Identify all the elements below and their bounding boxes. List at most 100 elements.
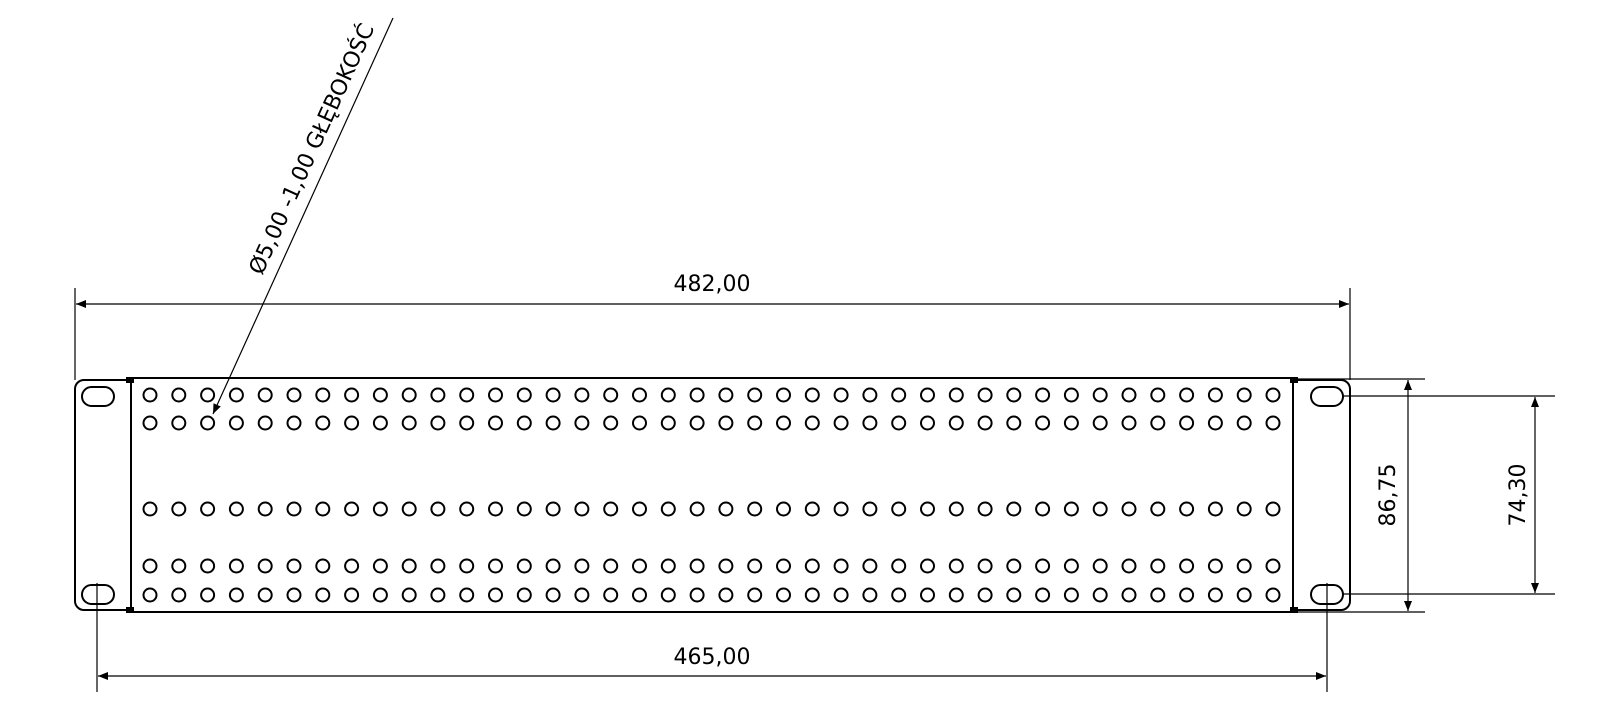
panel-hole — [459, 415, 475, 431]
panel-hole — [1006, 587, 1022, 603]
panel-hole — [891, 387, 907, 403]
panel-hole — [632, 501, 647, 517]
panel-hole — [862, 587, 878, 603]
panel-hole — [1150, 501, 1166, 517]
panel-hole — [430, 501, 446, 517]
panel-hole — [488, 587, 503, 603]
hole-callout-leader — [212, 17, 394, 415]
panel-hole — [372, 587, 388, 603]
panel-hole — [286, 501, 302, 517]
panel-hole — [920, 587, 935, 603]
corner-marker — [126, 377, 134, 383]
panel-hole — [920, 415, 935, 431]
panel-hole — [1236, 558, 1252, 574]
panel-hole — [516, 387, 532, 403]
panel-hole — [1236, 587, 1252, 603]
panel-hole — [315, 387, 331, 403]
panel-hole — [315, 501, 331, 517]
panel-hole — [718, 558, 734, 574]
panel-hole — [1121, 558, 1137, 574]
panel-hole — [1063, 415, 1079, 431]
panel-hole — [977, 387, 993, 403]
panel-hole — [804, 587, 820, 603]
panel-hole — [228, 415, 244, 431]
panel-hole — [948, 558, 964, 574]
mounting-slot — [81, 386, 115, 407]
panel-hole — [142, 415, 158, 431]
panel-hole — [718, 501, 734, 517]
dimension-label-hole-spacing: 465,00 — [674, 645, 751, 670]
panel-hole — [257, 558, 273, 574]
panel-hole — [603, 501, 619, 517]
panel-hole — [833, 415, 849, 431]
panel-hole — [977, 587, 993, 603]
panel-hole — [920, 558, 935, 574]
panel-hole — [200, 387, 216, 403]
panel-hole — [1150, 558, 1166, 574]
panel-hole — [747, 587, 763, 603]
panel-hole — [142, 387, 158, 403]
panel-hole — [804, 415, 820, 431]
panel-hole — [689, 501, 705, 517]
panel-hole — [833, 558, 849, 574]
dimension-vertical-hole-spacing — [1343, 395, 1555, 595]
panel-hole — [257, 501, 273, 517]
panel-hole — [574, 558, 590, 574]
panel-hole — [1150, 387, 1166, 403]
panel-hole — [1179, 558, 1195, 574]
panel-hole — [1207, 415, 1223, 431]
panel-hole — [862, 415, 878, 431]
panel-hole — [574, 387, 590, 403]
panel-hole — [1150, 415, 1166, 431]
panel-hole — [545, 387, 561, 403]
panel-hole — [430, 415, 446, 431]
panel-hole — [171, 587, 187, 603]
panel-hole — [1063, 501, 1079, 517]
panel-hole — [1035, 558, 1051, 574]
panel-hole — [603, 587, 619, 603]
panel-hole — [1092, 587, 1108, 603]
panel-hole — [315, 587, 331, 603]
panel-hole — [142, 501, 158, 517]
panel-hole — [1207, 501, 1223, 517]
panel-hole — [1179, 587, 1195, 603]
panel-hole — [488, 558, 503, 574]
panel-hole — [776, 501, 791, 517]
panel-hole — [488, 415, 503, 431]
panel-hole — [920, 387, 935, 403]
hole-grid — [142, 387, 1281, 603]
corner-marker — [126, 607, 134, 613]
panel-hole — [401, 558, 417, 574]
panel-hole — [1035, 415, 1051, 431]
panel-hole — [372, 558, 388, 574]
panel-hole — [1006, 558, 1022, 574]
panel-hole — [286, 558, 302, 574]
panel-hole — [1092, 387, 1108, 403]
panel-hole — [632, 387, 647, 403]
panel-hole — [603, 558, 619, 574]
panel-hole — [200, 558, 216, 574]
panel-hole — [1035, 587, 1051, 603]
panel-hole — [891, 587, 907, 603]
panel-hole — [660, 558, 676, 574]
panel-hole — [142, 558, 158, 574]
panel-hole — [891, 501, 907, 517]
panel-hole — [545, 501, 561, 517]
panel-hole — [804, 558, 820, 574]
panel-hole — [401, 415, 417, 431]
panel-hole — [488, 387, 503, 403]
panel-hole — [920, 501, 935, 517]
panel-hole — [1006, 415, 1022, 431]
corner-marker — [1290, 377, 1298, 383]
panel-hole — [1265, 387, 1281, 403]
panel-hole — [516, 587, 532, 603]
panel-hole — [171, 558, 187, 574]
panel-hole — [545, 558, 561, 574]
panel-hole — [1092, 558, 1108, 574]
panel-hole — [1236, 415, 1252, 431]
panel-hole — [891, 558, 907, 574]
panel-hole — [257, 587, 273, 603]
panel-hole — [804, 387, 820, 403]
panel-hole — [257, 415, 273, 431]
